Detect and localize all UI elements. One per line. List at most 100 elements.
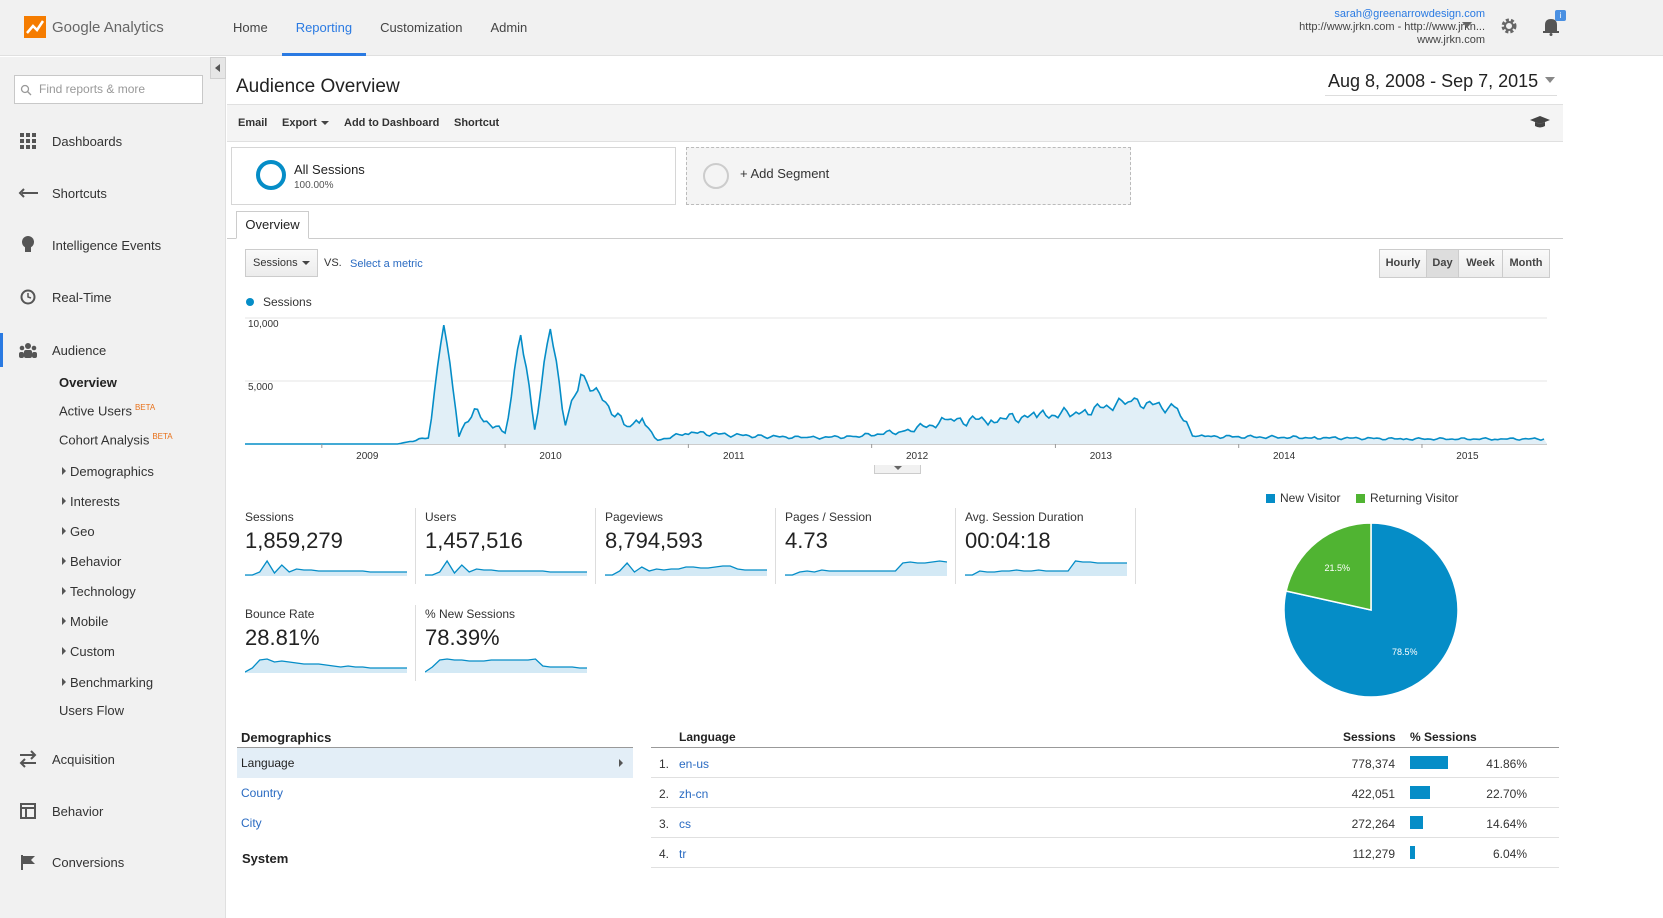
tab-overview[interactable]: Overview <box>236 211 309 239</box>
period-hourly-button[interactable]: Hourly <box>1379 249 1427 278</box>
select-metric-link[interactable]: Select a metric <box>350 258 423 270</box>
chevron-down-icon[interactable] <box>1545 77 1555 83</box>
sidebar-subitem-custom[interactable]: Custom <box>62 644 115 659</box>
sidebar-subitem-technology[interactable]: Technology <box>62 584 136 599</box>
sidebar-subitem-cohort[interactable]: Cohort Analysis BETA <box>59 432 173 447</box>
sidebar-subitem-users-flow[interactable]: Users Flow <box>59 703 125 718</box>
language-link[interactable]: en-us <box>679 757 710 771</box>
sessions-value: 272,264 <box>1351 817 1395 831</box>
sidebar-item-intelligence[interactable]: Intelligence Events <box>0 230 226 260</box>
sidebar-subitem-demographics[interactable]: Demographics <box>62 464 154 479</box>
legend-sessions-marker <box>246 298 254 306</box>
page-title: Audience Overview <box>236 76 400 97</box>
percentage-value: 6.04% <box>1492 847 1527 861</box>
analytics-logo-icon <box>24 16 46 38</box>
demographics-city[interactable]: City <box>241 816 262 830</box>
sidebar-item-dashboards[interactable]: Dashboards <box>0 126 226 156</box>
sidebar-subitem-label: Custom <box>70 644 115 659</box>
email-button[interactable]: Email <box>238 117 268 129</box>
sidebar-subitem-geo[interactable]: Geo <box>62 524 95 539</box>
date-range-picker[interactable]: Aug 8, 2008 - Sep 7, 2015 <box>1325 68 1557 96</box>
gear-icon[interactable] <box>1500 17 1518 35</box>
demographics-heading: Demographics <box>241 730 332 745</box>
export-button[interactable]: Export <box>282 117 329 129</box>
notification-bell-icon[interactable] <box>1541 16 1561 36</box>
add-segment-button[interactable] <box>686 147 1131 205</box>
sidebar-item-audience[interactable]: Audience <box>0 333 226 367</box>
sidebar-item-label: Intelligence Events <box>52 237 162 253</box>
sidebar-item-conversions[interactable]: Conversions <box>0 847 226 877</box>
account-email: sarah@greenarrowdesign.com <box>1334 8 1485 20</box>
table-row[interactable]: 2. zh-cn 422,051 22.70% <box>651 778 1559 808</box>
metric-sparkline <box>605 562 767 576</box>
search-input[interactable]: Find reports & more <box>14 75 203 104</box>
column-header-pct-sessions: % Sessions <box>1410 730 1477 744</box>
graduation-cap-icon[interactable] <box>1530 114 1550 130</box>
metric-card[interactable]: Sessions 1,859,279 <box>245 510 415 584</box>
app-logo[interactable]: Google Analytics <box>24 16 164 38</box>
sparkline-line <box>785 560 947 576</box>
period-month-button[interactable]: Month <box>1502 249 1550 278</box>
search-icon <box>20 84 32 96</box>
percentage-value: 41.86% <box>1486 757 1527 771</box>
chart-expand-handle[interactable] <box>874 465 921 474</box>
demographics-divider <box>237 747 633 748</box>
account-dropdown-icon[interactable] <box>1462 22 1472 28</box>
visitor-type-pie-chart[interactable]: 78.5% 21.5% <box>1282 521 1460 699</box>
percentage-value: 22.70% <box>1486 787 1527 801</box>
sidebar-item-label: Acquisition <box>52 751 115 767</box>
metric-select[interactable]: Sessions <box>245 249 318 277</box>
add-to-dashboard-button[interactable]: Add to Dashboard <box>344 117 440 129</box>
metric-card[interactable]: Pages / Session 4.73 <box>785 510 955 584</box>
sidebar-subitem-behavior[interactable]: Behavior <box>62 554 121 569</box>
expand-arrow-icon <box>62 587 66 595</box>
metric-card[interactable]: Bounce Rate 28.81% <box>245 607 415 681</box>
sidebar-item-behavior[interactable]: Behavior <box>0 796 226 826</box>
sidebar-item-acquisition[interactable]: Acquisition <box>0 744 226 774</box>
acquisition-arrows-icon <box>18 749 38 769</box>
sidebar-subitem-benchmarking[interactable]: Benchmarking <box>62 675 153 690</box>
sidebar-subitem-mobile[interactable]: Mobile <box>62 614 108 629</box>
metric-sparkline <box>245 658 407 673</box>
sidebar-subitem-active-users[interactable]: Active Users BETA <box>59 403 155 418</box>
metric-card[interactable]: Avg. Session Duration 00:04:18 <box>965 510 1135 584</box>
account-selector[interactable]: sarah@greenarrowdesign.com http://www.jr… <box>1299 8 1485 47</box>
metric-card[interactable]: % New Sessions 78.39% <box>425 607 595 681</box>
sparkline-line <box>605 562 767 576</box>
period-week-button[interactable]: Week <box>1458 249 1503 278</box>
nav-home[interactable]: Home <box>233 20 268 35</box>
language-link[interactable]: tr <box>679 847 687 861</box>
segment-all-sessions[interactable] <box>231 147 676 205</box>
sidebar-subitem-label: Demographics <box>70 464 154 479</box>
legend-label: New Visitor <box>1280 491 1341 505</box>
table-row[interactable]: 3. cs 272,264 14.64% <box>651 808 1559 838</box>
expand-arrow-icon <box>62 467 66 475</box>
sidebar-subitem-interests[interactable]: Interests <box>62 494 120 509</box>
percentage-value: 14.64% <box>1486 817 1527 831</box>
notification-badge-icon: i <box>1555 10 1566 21</box>
sidebar-item-shortcuts[interactable]: Shortcuts <box>0 178 226 208</box>
nav-admin[interactable]: Admin <box>490 20 528 35</box>
collapse-sidebar-button[interactable] <box>210 57 226 79</box>
export-label: Export <box>282 117 317 129</box>
language-link[interactable]: cs <box>679 817 691 831</box>
demographics-country[interactable]: Country <box>241 786 284 800</box>
demographics-language[interactable]: Language <box>237 748 633 778</box>
shortcut-button[interactable]: Shortcut <box>454 117 500 129</box>
language-link[interactable]: zh-cn <box>679 787 709 801</box>
main-nav: Home Reporting Customization Admin <box>233 0 541 56</box>
sidebar-item-realtime[interactable]: Real-Time <box>0 282 226 312</box>
table-row[interactable]: 4. tr 112,279 6.04% <box>651 838 1559 868</box>
sidebar-subitem-overview[interactable]: Overview <box>59 375 117 390</box>
expand-arrow-icon <box>62 497 66 505</box>
nav-customization[interactable]: Customization <box>380 20 463 35</box>
metric-value: 28.81% <box>245 625 320 650</box>
metric-value: 4.73 <box>785 528 828 553</box>
metric-card[interactable]: Pageviews 8,794,593 <box>605 510 775 584</box>
sessions-line-chart[interactable]: 10,000 5,000 2009 2010 2011 2012 2013 2014 2015 <box>245 310 1547 465</box>
period-day-button[interactable]: Day <box>1426 249 1459 278</box>
nav-reporting[interactable]: Reporting <box>281 0 367 56</box>
table-row[interactable]: 1. en-us 778,374 41.86% <box>651 748 1559 778</box>
account-property: http://www.jrkn.com - http://www.jrkn... <box>1299 21 1485 33</box>
metric-card[interactable]: Users 1,457,516 <box>425 510 595 584</box>
